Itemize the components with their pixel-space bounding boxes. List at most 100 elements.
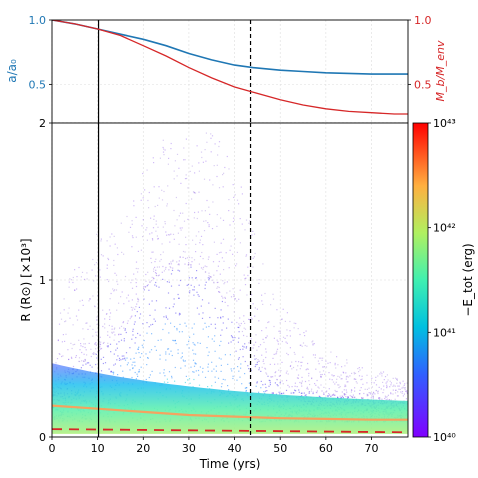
scatter-point [224, 301, 226, 303]
scatter-point [244, 387, 246, 389]
scatter-point [153, 218, 155, 220]
scatter-point [262, 303, 264, 305]
scatter-point [396, 382, 398, 384]
scatter-point [354, 396, 356, 399]
scatter-point [165, 315, 167, 317]
scatter-point [188, 378, 191, 380]
scatter-point [256, 382, 258, 384]
scatter-point [165, 266, 167, 269]
scatter-point [85, 349, 87, 351]
scatter-point [180, 182, 182, 184]
scatter-point [153, 215, 155, 217]
scatter-point [143, 285, 145, 288]
scatter-point [164, 268, 167, 270]
scatter-point [344, 385, 346, 388]
scatter-point [147, 271, 149, 273]
scatter-point [295, 360, 297, 363]
scatter-point [142, 197, 144, 199]
scatter-point [279, 322, 281, 324]
scatter-point [168, 281, 170, 283]
scatter-point [353, 396, 355, 398]
scatter-point [188, 262, 190, 264]
scatter-point [79, 300, 81, 302]
scatter-point [243, 320, 245, 322]
scatter-point [306, 368, 308, 370]
scatter-point [190, 264, 192, 266]
scatter-point [174, 339, 176, 341]
scatter-point [165, 316, 167, 319]
scatter-point [192, 191, 195, 193]
scatter-point [213, 340, 215, 342]
scatter-point [397, 385, 399, 387]
scatter-point [244, 322, 246, 324]
y-tick-label: 0 [39, 431, 46, 444]
scatter-point [162, 265, 164, 268]
scatter-point [173, 303, 175, 305]
scatter-point [323, 366, 326, 368]
scatter-point [293, 351, 295, 354]
scatter-point [286, 335, 288, 337]
scatter-point [133, 273, 135, 275]
scatter-point [148, 207, 150, 209]
scatter-point [64, 321, 66, 323]
scatter-point [346, 396, 349, 398]
scatter-point [262, 263, 264, 265]
scatter-point [145, 280, 147, 282]
scatter-point [292, 366, 295, 369]
scatter-point [207, 222, 209, 224]
scatter-point [72, 281, 74, 284]
scatter-point [331, 374, 333, 376]
scatter-point [219, 291, 221, 293]
scatter-point [308, 375, 310, 377]
scatter-point [164, 375, 166, 377]
scatter-point [193, 343, 195, 345]
scatter-point [201, 210, 203, 212]
scatter-point [207, 363, 209, 365]
scatter-point [126, 322, 129, 324]
scatter-point [202, 161, 204, 163]
scatter-point [270, 304, 272, 306]
scatter-point [339, 397, 341, 399]
scatter-point [237, 341, 239, 343]
scatter-point [232, 184, 234, 186]
scatter-point [238, 337, 240, 339]
scatter-point [170, 285, 173, 287]
scatter-point [302, 342, 305, 344]
scatter-point [200, 151, 203, 153]
scatter-point [104, 327, 106, 329]
scatter-point [72, 324, 74, 326]
scatter-point [67, 312, 69, 314]
scatter-point [222, 219, 225, 221]
scatter-point [388, 399, 390, 401]
scatter-point [274, 372, 276, 374]
scatter-point [129, 226, 132, 228]
scatter-point [222, 322, 224, 324]
top-vlines [97, 20, 252, 123]
scatter-point [278, 375, 280, 377]
scatter-point [236, 199, 239, 201]
scatter-point [148, 326, 150, 328]
scatter-point [144, 189, 146, 191]
scatter-point [367, 394, 369, 397]
scatter-point [121, 355, 123, 357]
scatter-point [132, 334, 134, 336]
scatter-point [242, 345, 244, 347]
scatter-point [310, 390, 312, 392]
scatter-point [350, 395, 352, 397]
scatter-point [176, 175, 178, 177]
scatter-point [219, 273, 221, 275]
scatter-point [116, 309, 118, 311]
scatter-point [184, 322, 186, 324]
scatter-point [241, 223, 243, 225]
colorbar-tick-label: 10⁴² [433, 222, 456, 235]
scatter-point [259, 344, 262, 346]
scatter-point [202, 258, 204, 260]
scatter-point [222, 378, 224, 380]
scatter-point [301, 380, 303, 382]
scatter-point [130, 282, 132, 284]
scatter-point [163, 190, 165, 193]
scatter-point [179, 256, 181, 258]
scatter-point [134, 371, 136, 374]
scatter-point [198, 162, 200, 164]
